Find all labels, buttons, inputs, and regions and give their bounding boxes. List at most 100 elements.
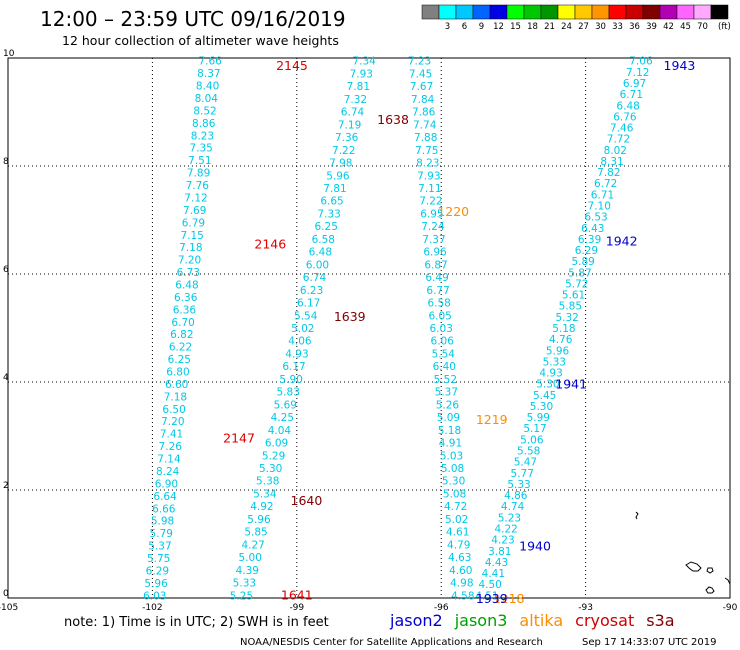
wave-height-value: 4.98 [450,578,473,590]
pass-time-label: 1641 [281,587,313,602]
wave-height-value: 5.08 [441,463,464,475]
wave-height-value: 8.24 [156,466,180,478]
wave-height-value: 4.51 [475,590,498,602]
colorbar-swatch [591,4,610,20]
wave-height-value: 6.95 [420,208,443,220]
wave-height-value: 5.61 [562,290,585,302]
wave-height-value: 5.69 [274,399,297,411]
wave-height-value: 5.87 [568,267,591,279]
wave-height-value: 8.02 [604,145,627,157]
altimeter-tracks: 7.668.378.408.048.528.868.237.357.517.89… [143,56,695,606]
wave-height-value: 4.76 [549,334,573,346]
wave-height-value: 7.75 [415,145,438,157]
legend-altika: altika [519,611,563,630]
wave-height-value: 7.93 [417,170,440,182]
wave-height-value: 6.90 [155,478,178,490]
wave-height-value: 8.40 [196,81,219,93]
pass-time-label: 1218 [493,591,525,606]
colorbar-tick-label: 24 [561,22,572,32]
wave-height-value: 7.89 [187,168,210,180]
wave-height-value: 7.12 [184,192,207,204]
colorbar-tick-label: 3 [445,22,450,32]
colorbar-swatch [523,4,542,20]
wave-height-value: 7.72 [607,134,630,146]
pass-time-label: 1942 [606,234,638,249]
colorbar-tick-label: 33 [612,22,623,32]
wave-height-value: 4.93 [539,368,562,380]
colorbar-tick-label: 12 [493,22,504,32]
wave-height-value: 5.85 [244,527,267,539]
colorbar-tick-label: 39 [646,22,657,32]
wave-height-value: 5.85 [559,301,582,313]
wave-height-value: 5.23 [498,512,521,524]
wave-height-value: 7.45 [409,68,432,80]
colorbar-tick-label: 6 [462,22,467,32]
colorbar-tick-label: 36 [629,22,640,32]
wave-height-value: 7.22 [332,145,355,157]
wave-height-value: 4.39 [236,565,259,577]
wave-height-value: 4.06 [288,336,312,348]
wave-height-value: 5.45 [533,390,556,402]
wave-height-value: 5.38 [256,476,279,488]
wave-height-value: 4.79 [447,539,470,551]
wave-height-value: 5.77 [511,468,534,480]
wave-height-value: 8.31 [600,156,623,168]
lat-tick-label: 10 [3,49,15,59]
pass-time-label: 2145 [276,58,308,73]
wave-height-value: 6.74 [303,272,327,284]
wave-height-value: 3.81 [488,546,511,558]
wave-height-value: 5.08 [443,488,466,500]
colorbar-tick-label: 42 [663,22,674,32]
wave-height-value: 6.03 [143,590,166,602]
wave-height-value: 6.29 [575,245,598,257]
wave-height-value: 6.97 [623,78,646,90]
wave-height-value: 6.05 [428,310,451,322]
pass-time-label: 2146 [254,236,286,251]
colorbar-swatch [710,4,729,20]
wave-height-value: 8.86 [192,118,216,130]
wave-height-value: 6.48 [175,279,198,291]
wave-height-value: 4.74 [501,501,525,513]
wave-height-value: 5.99 [527,412,550,424]
wave-height-value: 5.30 [536,379,559,391]
wave-height-value: 7.23 [408,56,431,68]
colorbar-tick-label: 18 [527,22,538,32]
wave-height-value: 5.98 [151,516,174,528]
colorbar-swatch [421,4,440,20]
wave-height-value: 7.74 [413,119,437,131]
lon-tick-label: -93 [578,603,593,613]
pass-time-label: 1939 [476,591,508,606]
colorbar-tick-label: 30 [595,22,606,32]
wave-height-value: 7.15 [180,230,203,242]
wave-height-value: 7.36 [335,132,359,144]
colorbar-swatch [506,4,525,20]
wave-height-value: 7.88 [414,132,437,144]
wave-height-value: 5.25 [230,590,253,602]
wave-height-value: 6.77 [426,285,449,297]
wave-height-value: 4.04 [268,425,292,437]
wave-height-value: 6.58 [427,298,450,310]
wave-height-value: 6.64 [153,491,177,503]
wave-height-value: 6.71 [620,89,643,101]
wave-height-value: 6.48 [309,247,332,259]
wave-height-value: 6.48 [616,100,639,112]
wave-height-value: 4.58 [451,590,474,602]
wave-height-value: 6.74 [341,107,365,119]
pass-time-label: 1220 [437,204,469,219]
colorbar-swatch [608,4,627,20]
wave-height-value: 6.76 [613,111,637,123]
wave-height-value: 7.51 [188,155,211,167]
satellite-legend: jason2 jason3 altika cryosat s3a [389,611,675,630]
wave-height-value: 4.27 [241,539,264,551]
map-border [7,57,731,599]
wave-height-value: 6.06 [431,336,455,348]
wave-height-value: 6.29 [146,565,169,577]
lat-tick-label: 2 [3,481,9,491]
wave-height-value: 5.30 [442,476,465,488]
wave-height-value: 5.96 [326,170,350,182]
wave-height-value: 7.37 [422,234,445,246]
wave-height-value: 7.18 [179,242,202,254]
colorbar-legend: 3 6 9 12 15 18 21 24 27 30 33 36 39 42 45 70 (ft) [421,4,731,32]
wave-height-value: 6.82 [170,329,193,341]
